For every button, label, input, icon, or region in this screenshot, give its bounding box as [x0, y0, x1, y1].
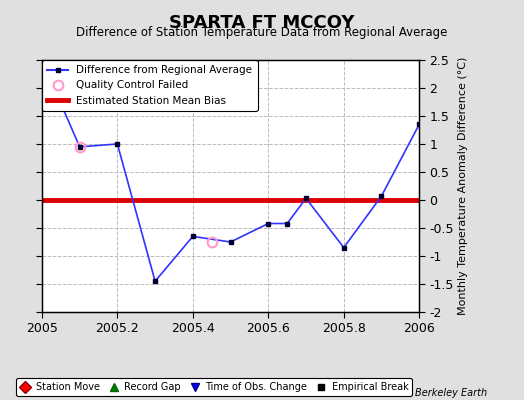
Legend: Difference from Regional Average, Quality Control Failed, Estimated Station Mean: Difference from Regional Average, Qualit… — [42, 60, 257, 111]
Text: Difference of Station Temperature Data from Regional Average: Difference of Station Temperature Data f… — [77, 26, 447, 39]
Legend: Station Move, Record Gap, Time of Obs. Change, Empirical Break: Station Move, Record Gap, Time of Obs. C… — [16, 378, 412, 396]
Y-axis label: Monthly Temperature Anomaly Difference (°C): Monthly Temperature Anomaly Difference (… — [458, 57, 468, 315]
Text: Berkeley Earth: Berkeley Earth — [415, 388, 487, 398]
Text: SPARTA FT MCCOY: SPARTA FT MCCOY — [169, 14, 355, 32]
